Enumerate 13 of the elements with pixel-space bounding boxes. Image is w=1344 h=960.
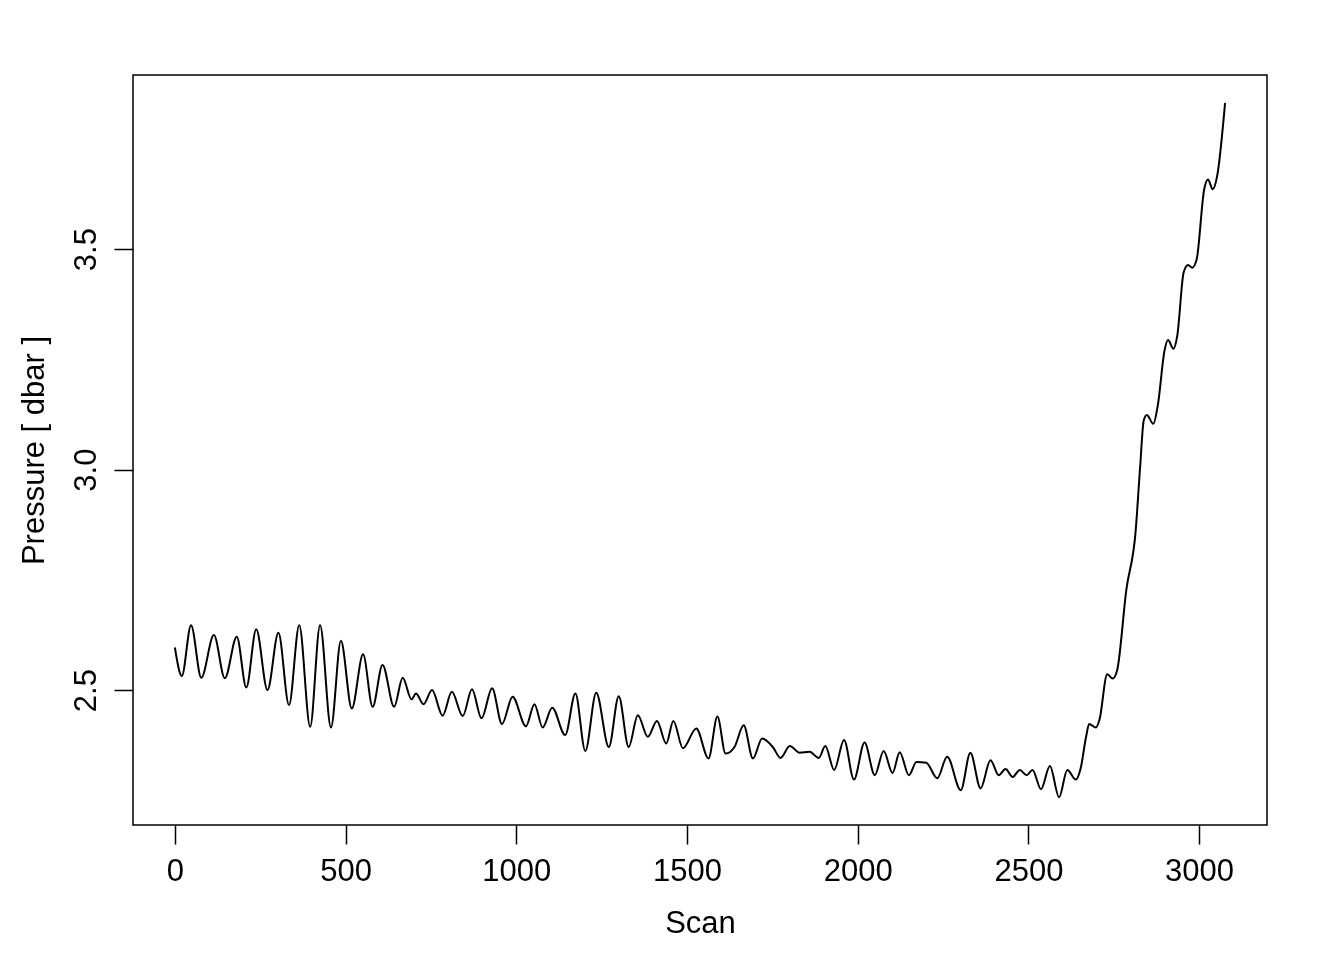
x-tick-label: 1500: [653, 852, 723, 888]
y-tick-label: 3.5: [67, 228, 103, 272]
x-axis-title: Scan: [665, 904, 736, 940]
x-tick-label: 2000: [823, 852, 893, 888]
x-tick-label: 1000: [482, 852, 552, 888]
x-tick-label: 0: [166, 852, 185, 888]
x-tick-label: 500: [320, 852, 373, 888]
y-tick-label: 2.5: [67, 669, 103, 713]
x-tick-label: 3000: [1165, 852, 1235, 888]
y-axis-title: Pressure [ dbar ]: [15, 335, 51, 566]
x-tick-label: 2500: [994, 852, 1064, 888]
line-series: [173, 102, 1227, 799]
y-tick-label: 3.0: [67, 448, 103, 492]
